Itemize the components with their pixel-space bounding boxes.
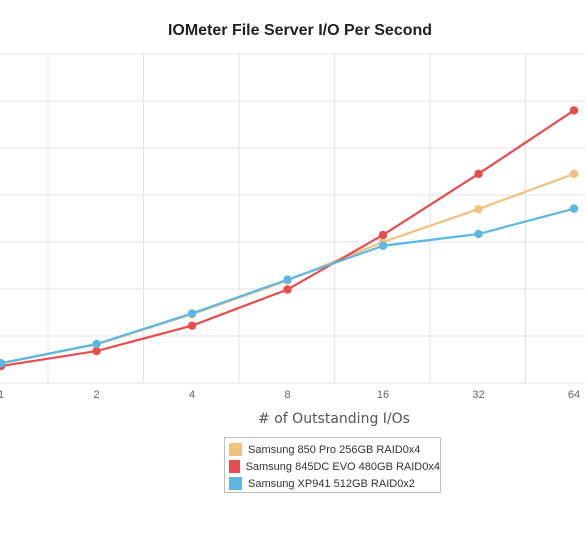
legend-label: Samsung 850 Pro 256GB RAID0x4 bbox=[248, 443, 421, 456]
series-line-1 bbox=[0, 172, 575, 365]
data-point bbox=[283, 285, 292, 294]
legend-item: Samsung 850 Pro 256GB RAID0x4 bbox=[229, 441, 440, 458]
data-point bbox=[474, 204, 483, 214]
data-point bbox=[569, 204, 579, 213]
data-point bbox=[92, 339, 101, 349]
x-axis-label: # of Outstanding I/Os bbox=[258, 411, 410, 427]
series-line-2 bbox=[0, 109, 575, 368]
data-point bbox=[378, 241, 388, 250]
x-axis-ticks: 1 2 4 8 16 32 64 bbox=[0, 389, 580, 401]
x-tick-label: 8 bbox=[284, 389, 290, 401]
data-point bbox=[569, 106, 579, 115]
data-point bbox=[0, 359, 6, 368]
x-tick-label: 1 bbox=[0, 389, 4, 401]
grid bbox=[0, 53, 585, 384]
data-point bbox=[378, 230, 388, 240]
x-tick-label: 64 bbox=[568, 389, 580, 401]
data-point bbox=[474, 169, 483, 179]
legend-label: Samsung 845DC EVO 480GB RAID0x4 bbox=[245, 460, 440, 473]
legend: Samsung 850 Pro 256GB RAID0x4 Samsung 845… bbox=[224, 437, 441, 493]
legend-item: Samsung XP941 512GB RAID0x2 bbox=[229, 475, 440, 492]
legend-swatch bbox=[229, 443, 242, 456]
data-point bbox=[474, 229, 483, 239]
data-point bbox=[187, 309, 197, 318]
x-tick-label: 32 bbox=[472, 389, 484, 401]
data-point bbox=[187, 321, 197, 330]
data-point bbox=[569, 169, 579, 179]
series-points bbox=[0, 106, 579, 371]
x-tick-label: 16 bbox=[377, 389, 389, 401]
series-lines bbox=[0, 109, 575, 368]
legend-swatch bbox=[229, 460, 240, 473]
legend-label: Samsung XP941 512GB RAID0x2 bbox=[248, 477, 415, 490]
data-point bbox=[283, 275, 292, 284]
x-tick-label: 4 bbox=[189, 389, 195, 401]
chart-title: IOMeter File Server I/O Per Second bbox=[168, 22, 432, 39]
legend-swatch bbox=[229, 477, 242, 490]
legend-item: Samsung 845DC EVO 480GB RAID0x4 bbox=[229, 458, 440, 475]
data-point bbox=[92, 346, 101, 356]
x-tick-label: 2 bbox=[93, 389, 99, 401]
